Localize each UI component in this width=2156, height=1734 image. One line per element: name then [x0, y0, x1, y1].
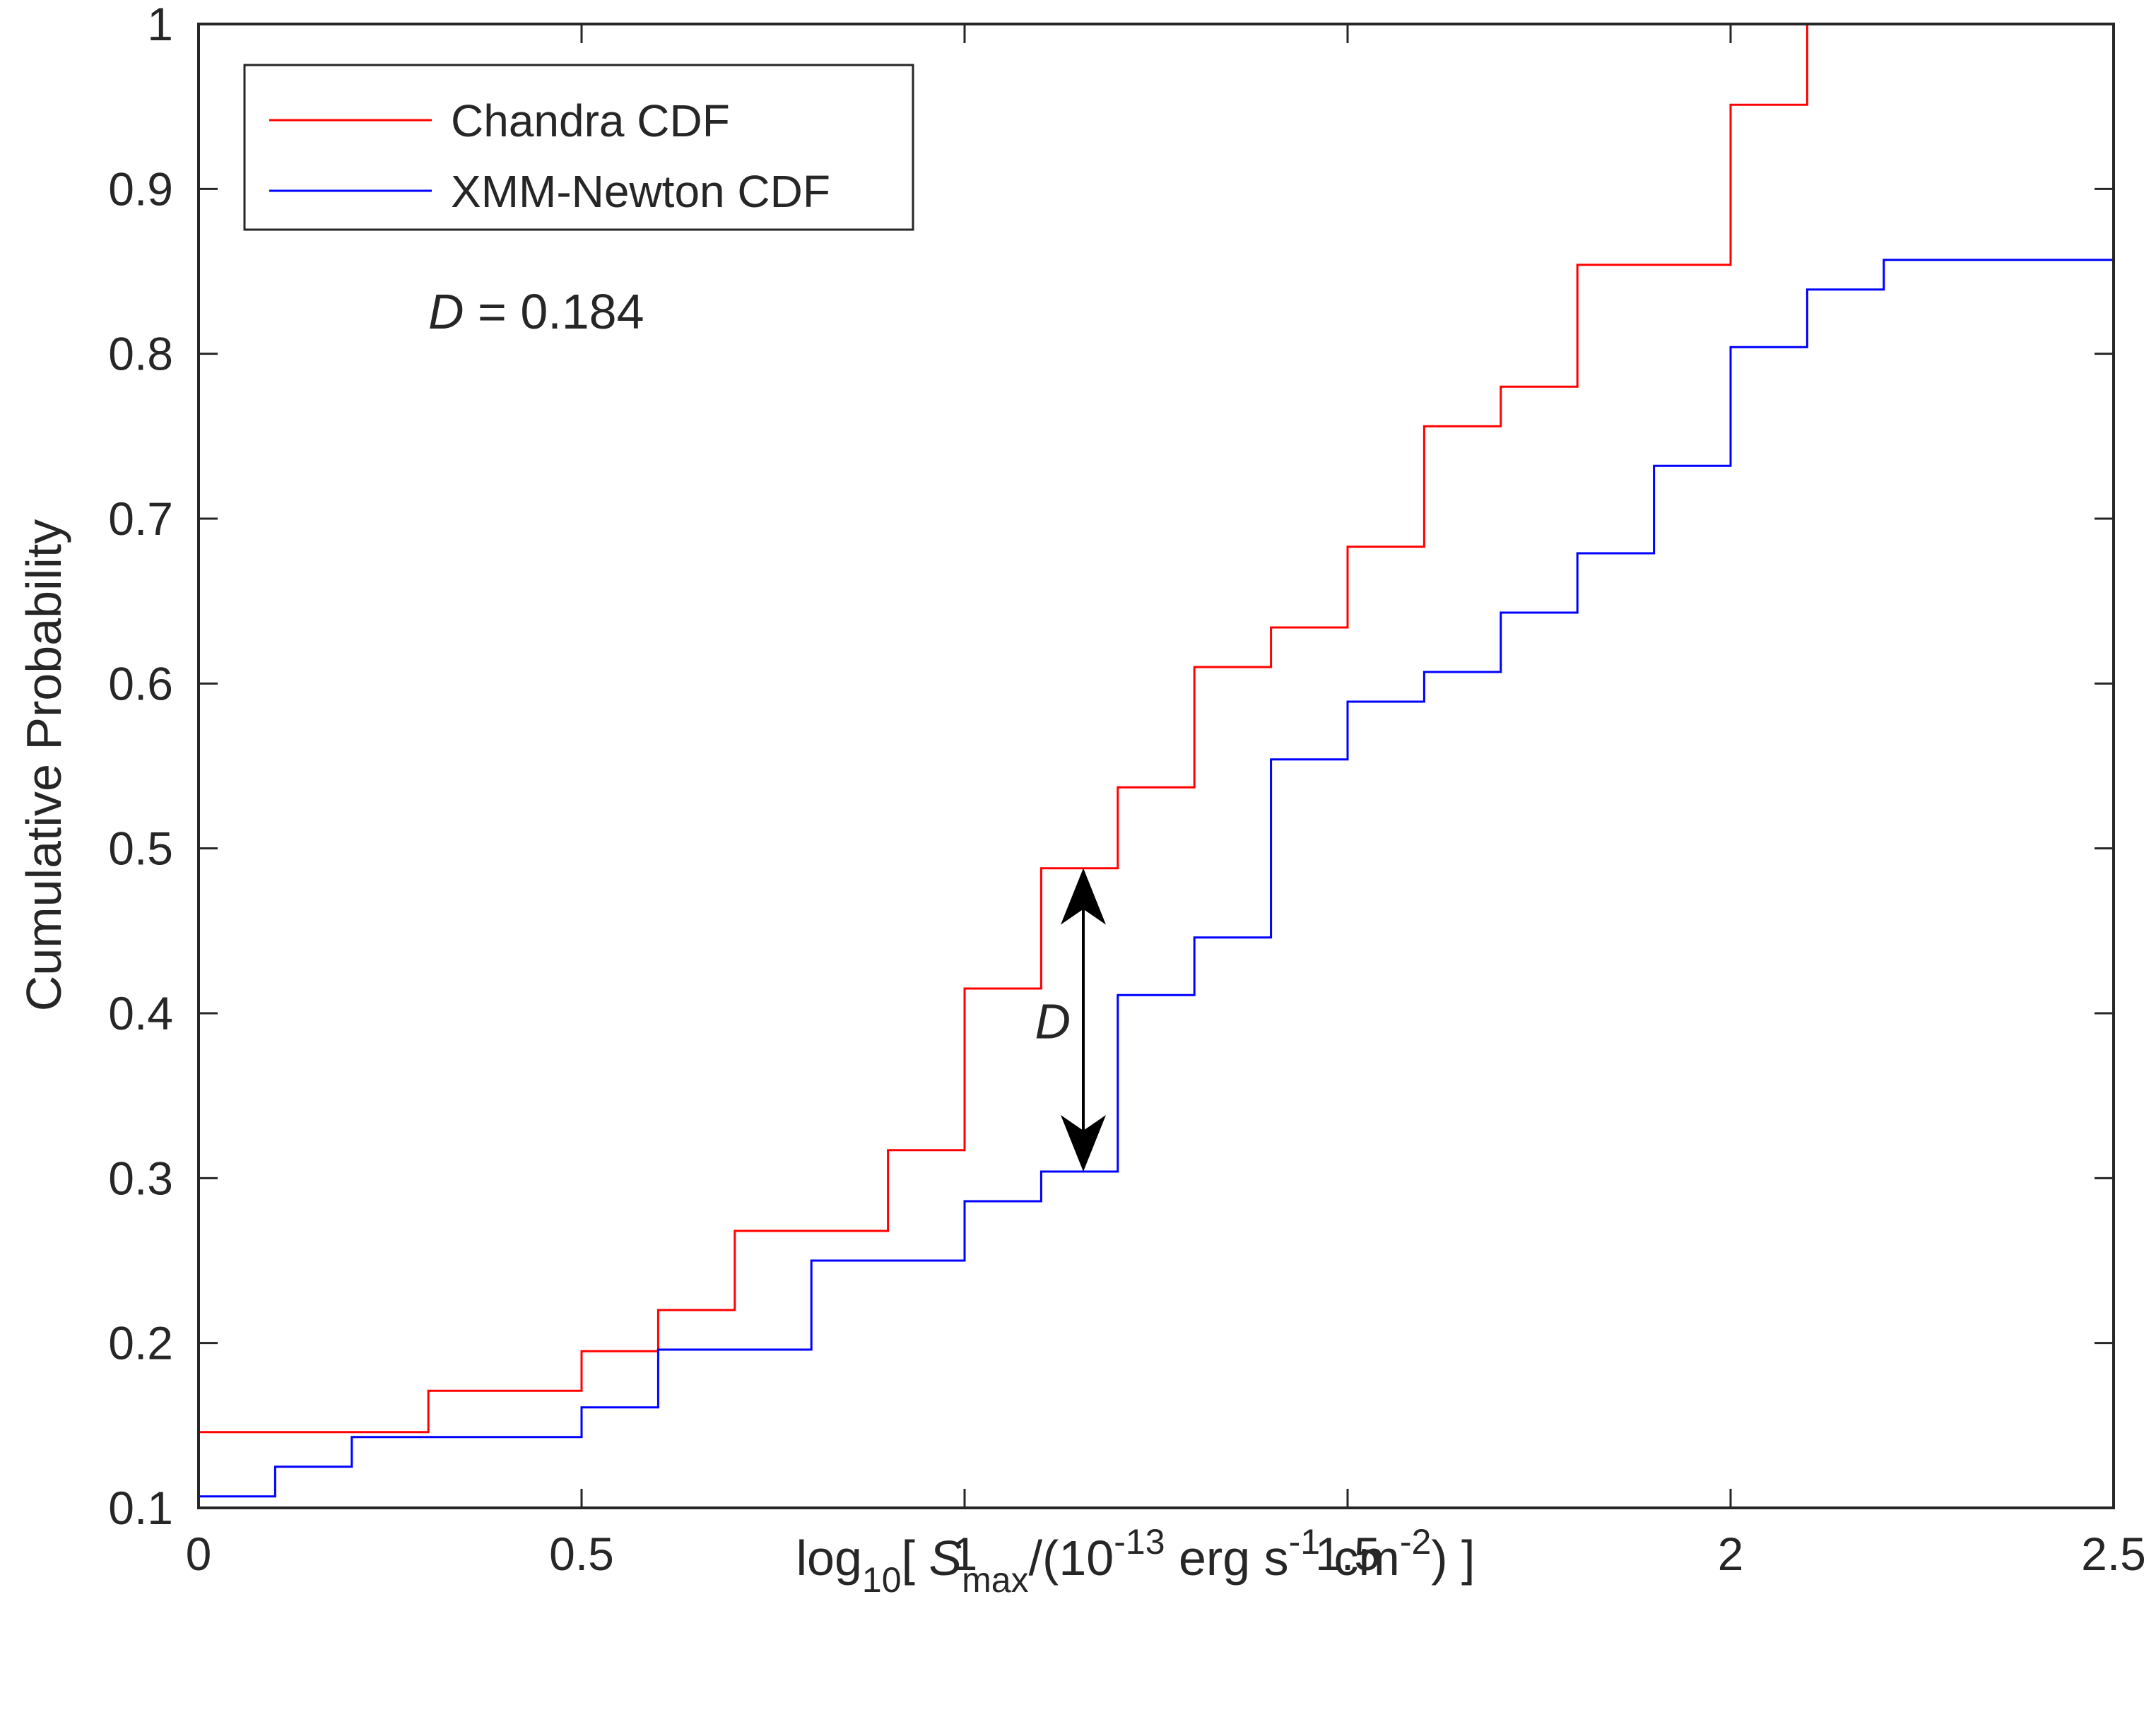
y-tick-label-4: 0.5 [108, 822, 173, 875]
x-axis-title: log10[ Smax/(10-13 erg s-1 cm-2) ] [796, 1522, 1475, 1600]
y-tick-label-2: 0.3 [108, 1152, 173, 1204]
plot-area [199, 24, 2114, 1508]
legend-label-chandra: Chandra CDF [451, 95, 730, 146]
series-line-1 [199, 259, 2114, 1498]
series-layer [199, 23, 2114, 1498]
ticks-layer [197, 23, 2115, 1509]
y-axis-title: Cumulative Probability [16, 519, 71, 1011]
x-tick-label-4: 2 [1718, 1528, 1744, 1580]
x-tick-label-3: 1.5 [1315, 1528, 1380, 1580]
y-tick-label-9: 1 [147, 0, 173, 50]
y-tick-label-3: 0.4 [108, 987, 173, 1039]
y-tick-label-0: 0.1 [108, 1482, 173, 1534]
legend-box [243, 64, 914, 231]
plot-frame [197, 23, 2115, 1509]
x-tick-label-5: 2.5 [2081, 1528, 2146, 1580]
x-tick-labels: 0 0.5 1 1.5 2 2.5 [186, 1528, 2146, 1580]
y-tick-labels: 0.1 0.2 0.3 0.4 0.5 0.6 0.7 0.8 0.9 1 [108, 0, 173, 1534]
x-tick-label-2: 1 [952, 1528, 978, 1580]
d-statistic-label: D = 0.184 [428, 284, 644, 339]
d-arrow-head-top [1061, 868, 1107, 925]
y-tick-label-7: 0.8 [108, 328, 173, 380]
d-arrow-head-bottom [1061, 1115, 1107, 1172]
y-tick-label-6: 0.7 [108, 493, 173, 545]
legend-label-xmm: XMM-Newton CDF [451, 166, 830, 217]
y-tick-label-5: 0.6 [108, 657, 173, 709]
y-tick-label-8: 0.9 [108, 163, 173, 215]
series-line-0 [199, 23, 2114, 1434]
legend: Chandra CDF XMM-Newton CDF [243, 64, 914, 231]
x-tick-label-1: 0.5 [549, 1528, 614, 1580]
d-arrow [1061, 868, 1107, 1172]
d-arrow-label: D [1035, 993, 1071, 1049]
y-tick-label-1: 0.2 [108, 1317, 173, 1369]
x-tick-label-0: 0 [186, 1528, 212, 1580]
